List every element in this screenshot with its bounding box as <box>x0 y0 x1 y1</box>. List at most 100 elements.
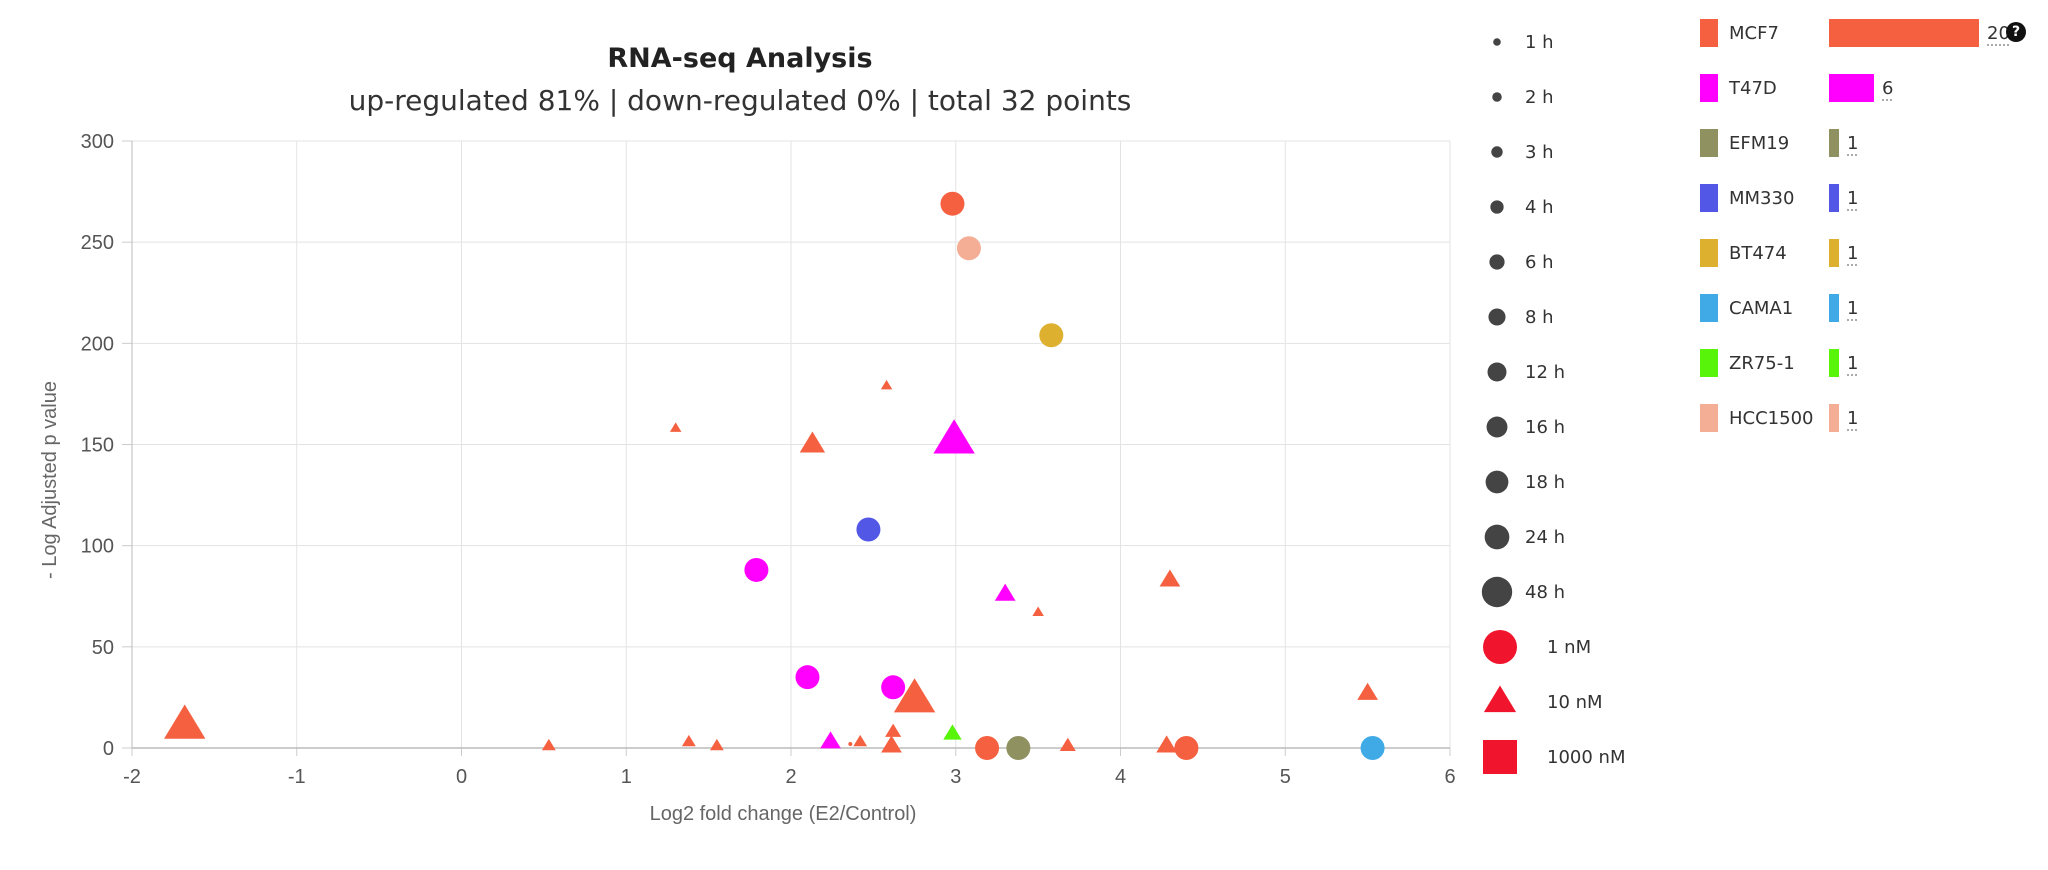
data-point-circle <box>848 741 853 746</box>
legend-dose-label: 10 nM <box>1547 692 1603 713</box>
legend-line-count: 1 <box>1847 298 1858 319</box>
data-point-circle <box>1360 736 1385 760</box>
x-tick-label: 5 <box>1280 766 1291 788</box>
legend-line-count-bar <box>1829 349 1839 377</box>
legend-line-label: HCC1500 <box>1729 408 1813 429</box>
data-point-circle <box>975 736 1000 760</box>
legend-time-marker <box>1485 470 1509 494</box>
data-point-triangle <box>933 419 975 454</box>
legend-time-label: 1 h <box>1525 32 1554 53</box>
x-tick-label: 1 <box>621 766 632 788</box>
legend-dose[interactable]: 1 nM 10 nM 1000 nM <box>1483 630 1625 774</box>
data-point-triangle <box>799 431 826 453</box>
x-tick-label: 6 <box>1444 766 1455 788</box>
legend-line-swatch <box>1700 74 1718 102</box>
chart-subtitle: up-regulated 81% | down-regulated 0% | t… <box>349 84 1132 117</box>
legend-time-label: 2 h <box>1525 87 1554 108</box>
data-point-circle <box>795 665 820 690</box>
legend-line-count: 1 <box>1847 353 1858 374</box>
grid-lines <box>131 140 1451 749</box>
legend-time-label: 16 h <box>1525 417 1565 438</box>
chart-title: RNA-seq Analysis <box>607 43 872 74</box>
legend-dose-label: 1 nM <box>1547 637 1591 658</box>
legend-time-marker <box>1488 308 1506 326</box>
data-point-triangle <box>1357 682 1378 700</box>
data-point-circle <box>856 517 881 542</box>
legend-line-swatch <box>1700 294 1718 322</box>
data-point-triangle <box>164 704 206 739</box>
legend-line-swatch <box>1700 349 1718 377</box>
data-point-triangle <box>709 738 724 751</box>
legend-line-count-bar <box>1829 404 1839 432</box>
legend-line-count-bar <box>1829 184 1839 212</box>
data-point-triangle <box>1032 606 1044 617</box>
legend-time-label: 3 h <box>1525 142 1554 163</box>
legend-line-label: CAMA1 <box>1729 298 1793 319</box>
legend-line-count: 1 <box>1847 133 1858 154</box>
help-icon[interactable]: ? <box>2006 22 2026 42</box>
data-point-triangle <box>669 422 682 432</box>
x-tick-label: 0 <box>456 766 467 788</box>
legend-time-marker <box>1486 416 1508 438</box>
legend-dose-marker <box>1483 630 1517 664</box>
data-point-triangle <box>820 731 841 749</box>
legend-line-label: BT474 <box>1729 243 1787 264</box>
y-tick-label: 50 <box>92 637 114 659</box>
data-point-circle <box>881 675 906 700</box>
legend-dose-marker <box>1483 740 1517 774</box>
data-point-circle <box>956 236 981 261</box>
data-point-circle <box>1006 736 1031 760</box>
legend-line-count: 1 <box>1847 243 1858 264</box>
axes: -2 -1 0 1 2 3 4 5 6 0 50 100 150 200 250 300 <box>81 131 1456 788</box>
legend-time-label: 6 h <box>1525 252 1554 273</box>
legend-line-count-bar <box>1829 294 1839 322</box>
data-points <box>164 191 1385 760</box>
legend-time[interactable]: 1 h 2 h 3 h 4 h 6 h 8 h 12 h 16 h 18 h 24 h 48 h <box>1481 32 1565 608</box>
legend-line-swatch <box>1700 404 1718 432</box>
legend-line-swatch <box>1700 129 1718 157</box>
x-tick-label: 4 <box>1115 766 1126 788</box>
legend-line-swatch <box>1700 19 1718 47</box>
data-point-triangle <box>881 735 902 753</box>
legend-line-label: EFM19 <box>1729 133 1789 154</box>
data-point-triangle <box>541 738 556 751</box>
legend-cell-lines[interactable]: MCF7 20 T47D 6 EFM19 1 MM330 1 BT474 1 CAMA1 1 ZR75-… <box>1700 19 2010 432</box>
data-point-triangle <box>853 734 868 747</box>
data-point-circle <box>940 191 965 216</box>
y-axis-label: - Log Adjusted p value <box>39 381 61 579</box>
data-point-circle <box>744 557 769 582</box>
data-point-triangle <box>1159 569 1181 587</box>
y-tick-label: 100 <box>81 536 114 558</box>
legend-time-marker <box>1493 38 1501 46</box>
legend-time-label: 48 h <box>1525 582 1565 603</box>
legend-line-count-bar <box>1829 129 1839 157</box>
legend-line-count-bar <box>1829 19 1979 47</box>
legend-time-marker <box>1492 92 1502 102</box>
y-tick-label: 200 <box>81 333 114 355</box>
y-tick-label: 0 <box>103 738 114 760</box>
legend-line-count: 1 <box>1847 188 1858 209</box>
legend-line-label: MM330 <box>1729 188 1794 209</box>
legend-line-label: MCF7 <box>1729 23 1779 44</box>
x-tick-label: -2 <box>123 766 141 788</box>
data-point-triangle <box>893 678 936 713</box>
data-point-triangle <box>943 724 962 740</box>
legend-time-marker <box>1487 362 1507 382</box>
legend-dose-marker <box>1483 685 1517 713</box>
legend-line-swatch <box>1700 184 1718 212</box>
data-point-circle <box>1174 736 1199 760</box>
y-tick-label: 250 <box>81 232 114 254</box>
x-axis-label: Log2 fold change (E2/Control) <box>650 803 917 825</box>
x-tick-label: -1 <box>288 766 306 788</box>
legend-time-marker <box>1489 254 1505 270</box>
y-tick-label: 150 <box>81 435 114 457</box>
x-tick-label: 2 <box>785 766 796 788</box>
legend-line-count-bar <box>1829 74 1874 102</box>
legend-time-label: 24 h <box>1525 527 1565 548</box>
x-tick-label: 3 <box>950 766 961 788</box>
legend-time-label: 8 h <box>1525 307 1554 328</box>
legend-line-count: 1 <box>1847 408 1858 429</box>
data-point-triangle <box>885 723 902 737</box>
legend-time-marker <box>1491 146 1503 158</box>
legend-line-label: ZR75-1 <box>1729 353 1795 374</box>
